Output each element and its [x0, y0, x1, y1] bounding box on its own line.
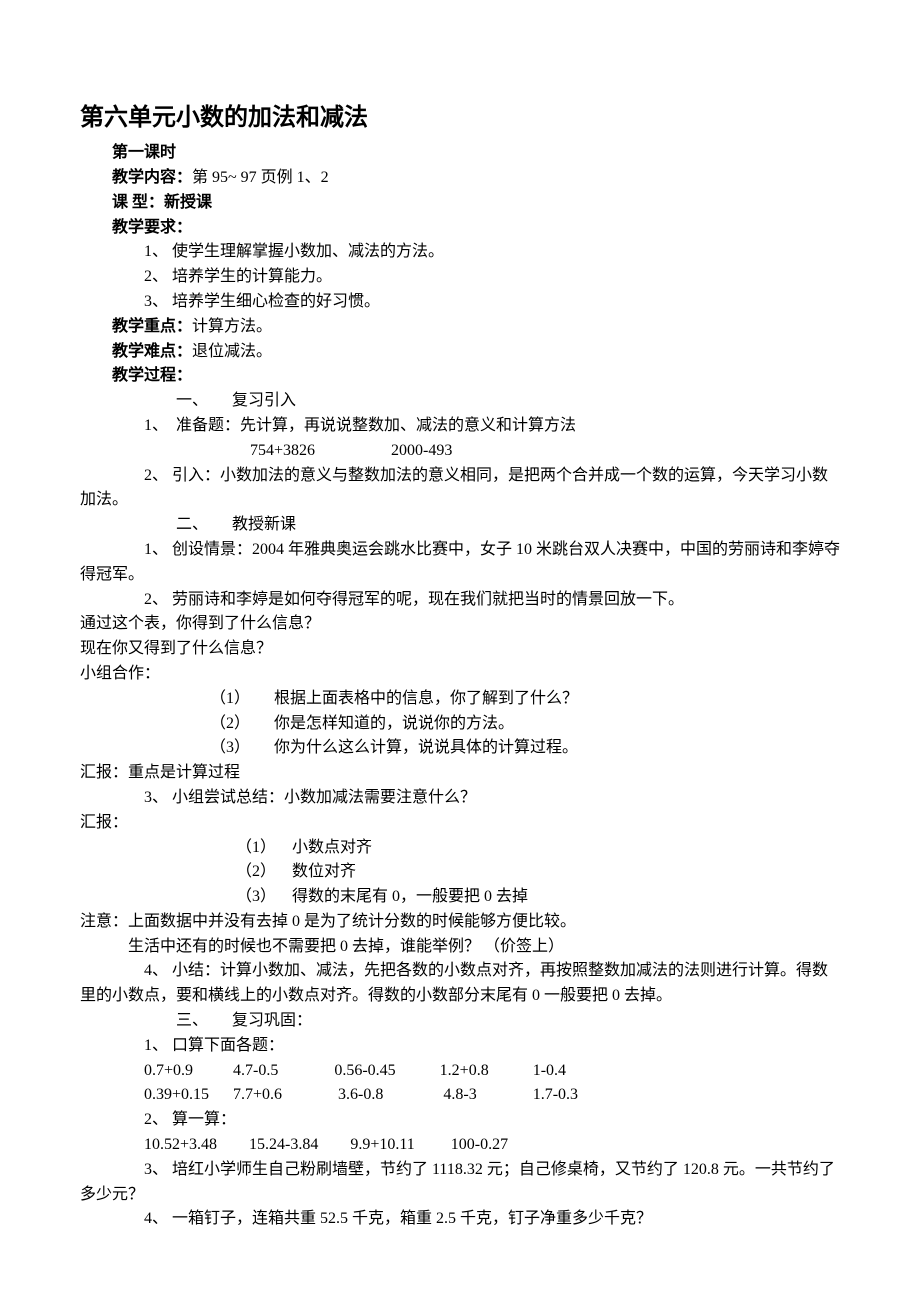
section1-item1-line1: 1、 准备题：先计算，再说说整数加、减法的意义和计算方法 [80, 414, 840, 439]
q2-row1: 10.52+3.48 15.24-3.84 9.9+10.11 100-0.27 [80, 1133, 840, 1158]
q2-label: 2、 算一算： [80, 1108, 840, 1133]
focus-value: 计算方法。 [192, 318, 272, 335]
q1-row1: 0.7+0.9 4.7-0.5 0.56-0.45 1.2+0.8 1-0.4 [80, 1059, 840, 1084]
group-item: （2） 你是怎样知道的，说说你的方法。 [80, 712, 840, 737]
group-heading: 小组合作： [80, 662, 840, 687]
q4: 4、 一箱钉子，连箱共重 52.5 千克，箱重 2.5 千克，钉子净重多少千克？ [80, 1207, 840, 1232]
req-item: 2、 培养学生的计算能力。 [80, 265, 840, 290]
section2-item3: 3、 小组尝试总结：小数加减法需要注意什么？ [80, 786, 840, 811]
content-label: 教学内容： [112, 169, 192, 186]
req-item: 1、 使学生理解掌握小数加、减法的方法。 [80, 240, 840, 265]
document-page: 第六单元小数的加法和减法 第一课时 教学内容：第 95~ 97 页例 1、2 课… [0, 0, 920, 1292]
section3-heading: 三、 复习巩固： [80, 1009, 840, 1034]
section1-heading: 一、 复习引入 [80, 389, 840, 414]
page-title: 第六单元小数的加法和减法 [80, 100, 840, 137]
focus-label: 教学重点： [112, 318, 192, 335]
type-value: 新授课 [164, 194, 212, 211]
type-label: 课 型： [112, 194, 164, 211]
difficulty-value: 退位减法。 [192, 343, 272, 360]
group-item: （1） 根据上面表格中的信息，你了解到了什么？ [80, 687, 840, 712]
section1-item1-line2: 754+3826 2000-493 [80, 439, 840, 464]
section2-item2: 2、 劳丽诗和李婷是如何夺得冠军的呢，现在我们就把当时的情景回放一下。 [80, 588, 840, 613]
note2: 生活中还有的时候也不需要把 0 去掉，谁能举例？ （价签上） [80, 935, 840, 960]
difficulty-line: 教学难点：退位减法。 [80, 340, 840, 365]
group-item: （3） 你为什么这么计算，说说具体的计算过程。 [80, 736, 840, 761]
section2-heading: 二、 教授新课 [80, 513, 840, 538]
section2-item4: 4、 小结：计算小数加、减法，先把各数的小数点对齐，再按照整数加减法的法则进行计… [80, 959, 840, 1009]
q1-label: 1、 口算下面各题： [80, 1034, 840, 1059]
report-item: （1） 小数点对齐 [80, 836, 840, 861]
report2: 汇报： [80, 811, 840, 836]
report-item: （3） 得数的末尾有 0，一般要把 0 去掉 [80, 885, 840, 910]
process-label: 教学过程： [80, 364, 840, 389]
lesson-label: 第一课时 [80, 141, 840, 166]
note1: 注意：上面数据中并没有去掉 0 是为了统计分数的时候能够方便比较。 [80, 910, 840, 935]
focus-line: 教学重点：计算方法。 [80, 315, 840, 340]
content-line: 教学内容：第 95~ 97 页例 1、2 [80, 166, 840, 191]
q3: 3、 培红小学师生自己粉刷墙壁，节约了 1118.32 元；自己修桌椅，又节约了… [80, 1158, 840, 1208]
difficulty-label: 教学难点： [112, 343, 192, 360]
section2-info1: 通过这个表，你得到了什么信息？ [80, 612, 840, 637]
section2-info2: 现在你又得到了什么信息？ [80, 637, 840, 662]
section2-item1: 1、 创设情景：2004 年雅典奥运会跳水比赛中，女子 10 米跳台双人决赛中，… [80, 538, 840, 588]
req-item: 3、 培养学生细心检查的好习惯。 [80, 290, 840, 315]
q1-row2: 0.39+0.15 7.7+0.6 3.6-0.8 4.8-3 1.7-0.3 [80, 1083, 840, 1108]
report-item: （2） 数位对齐 [80, 860, 840, 885]
section1-item2: 2、 引入：小数加法的意义与整数加法的意义相同，是把两个合并成一个数的运算，今天… [80, 464, 840, 514]
req-label: 教学要求： [80, 216, 840, 241]
type-line: 课 型：新授课 [80, 191, 840, 216]
report1: 汇报：重点是计算过程 [80, 761, 840, 786]
content-value: 第 95~ 97 页例 1、2 [192, 169, 329, 186]
